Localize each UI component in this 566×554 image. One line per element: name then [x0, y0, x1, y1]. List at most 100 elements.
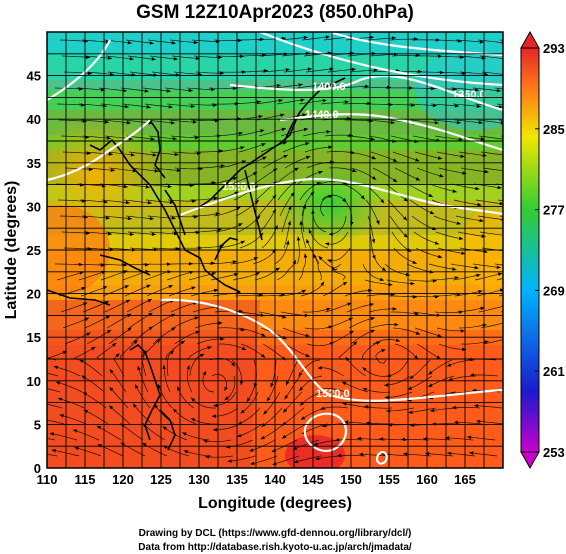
- y-tick-label: 40: [27, 112, 41, 127]
- streamline: [344, 421, 373, 425]
- stream-arrowhead: [146, 284, 151, 289]
- stream-arrowhead: [148, 121, 153, 125]
- stream-arrowhead: [80, 103, 85, 107]
- colorbar-tick-label: 285: [543, 122, 565, 137]
- streamline: [306, 238, 320, 265]
- streamline: [367, 215, 375, 244]
- stream-arrowhead: [458, 137, 463, 142]
- streamline: [341, 183, 365, 200]
- streamline: [196, 338, 225, 345]
- stream-arrowhead: [372, 255, 376, 260]
- stream-arrowhead: [227, 459, 232, 463]
- streamline: [49, 432, 78, 441]
- stream-arrowhead: [379, 437, 384, 441]
- stream-arrowhead: [409, 375, 414, 379]
- streamline: [56, 271, 84, 281]
- streamline: [370, 324, 399, 329]
- stream-arrowhead: [133, 340, 138, 345]
- stream-arrowhead: [124, 104, 129, 109]
- stream-arrowhead: [51, 449, 56, 453]
- stream-arrowhead: [125, 299, 131, 304]
- streamline: [150, 313, 176, 329]
- streamline: [234, 294, 264, 297]
- stream-arrowhead: [212, 103, 217, 107]
- stream-arrowhead: [497, 185, 502, 190]
- streamline: [298, 375, 323, 392]
- stream-arrowhead: [149, 216, 154, 221]
- streamline: [149, 231, 178, 235]
- stream-arrowhead: [286, 380, 290, 386]
- streamline: [238, 327, 266, 337]
- streamline: [378, 438, 408, 441]
- stream-arrowhead: [170, 120, 175, 125]
- stream-arrowhead: [380, 199, 385, 204]
- stream-arrowhead: [213, 196, 218, 201]
- streamline: [278, 289, 307, 297]
- streamline: [407, 375, 433, 390]
- stream-arrowhead: [189, 261, 193, 266]
- stream-arrowhead: [132, 403, 137, 408]
- stream-arrowhead: [362, 387, 367, 392]
- stream-arrowhead: [298, 372, 303, 377]
- stream-arrowhead: [148, 326, 153, 331]
- stream-arrowhead: [172, 136, 177, 141]
- streamline: [428, 263, 457, 271]
- stream-arrowhead: [303, 35, 308, 40]
- x-tick-label: 110: [37, 472, 58, 487]
- stream-arrowhead: [250, 461, 255, 465]
- streamline: [236, 311, 265, 317]
- streamline: [302, 131, 331, 137]
- stream-arrowhead: [506, 73, 510, 77]
- streamline: [349, 69, 378, 73]
- stream-arrowhead: [193, 40, 198, 45]
- streamline: [152, 327, 176, 345]
- streamline: [82, 135, 111, 139]
- stream-arrowhead: [299, 220, 303, 225]
- stream-arrowhead: [238, 309, 243, 313]
- stream-arrowhead: [373, 68, 378, 72]
- stream-arrowhead: [390, 120, 395, 125]
- streamline: [393, 247, 417, 265]
- streamline: [448, 375, 477, 381]
- stream-arrowhead: [301, 289, 307, 294]
- streamline: [394, 167, 421, 181]
- streamline: [190, 197, 218, 201]
- stream-arrowhead: [507, 169, 511, 173]
- stream-arrowhead: [479, 40, 484, 44]
- streamline: [174, 330, 200, 345]
- streamline: [410, 119, 439, 124]
- streamline: [120, 263, 149, 266]
- stream-arrowhead: [370, 137, 375, 141]
- stream-arrowhead: [191, 199, 196, 203]
- stream-arrowhead: [128, 136, 133, 141]
- y-tick-label: 10: [27, 374, 41, 389]
- streamline: [188, 103, 217, 106]
- stream-arrowhead: [481, 234, 486, 238]
- streamline: [167, 350, 175, 377]
- streamline: [445, 437, 474, 441]
- streamline: [299, 181, 322, 201]
- stream-arrowhead: [434, 295, 439, 299]
- streamline: [142, 442, 168, 457]
- streamline: [308, 228, 329, 249]
- streamline: [457, 231, 486, 238]
- stream-arrowhead: [476, 104, 481, 108]
- streamline: [272, 455, 300, 465]
- stream-arrowhead: [115, 353, 120, 358]
- y-tick-label: 0: [34, 461, 41, 476]
- streamline: [276, 99, 305, 105]
- streamline: [362, 263, 385, 281]
- streamline: [142, 87, 171, 92]
- streamline: [81, 215, 110, 219]
- stream-arrowhead: [49, 432, 55, 436]
- streamline: [82, 392, 107, 409]
- stream-arrowhead: [384, 395, 389, 400]
- stream-arrowhead: [281, 36, 286, 41]
- streamline: [120, 87, 149, 92]
- stream-arrowhead: [85, 55, 90, 59]
- stream-arrowhead: [446, 363, 452, 367]
- stream-arrowhead: [59, 414, 64, 418]
- streamline: [216, 327, 245, 331]
- streamline: [279, 191, 295, 217]
- streamline: [64, 332, 91, 345]
